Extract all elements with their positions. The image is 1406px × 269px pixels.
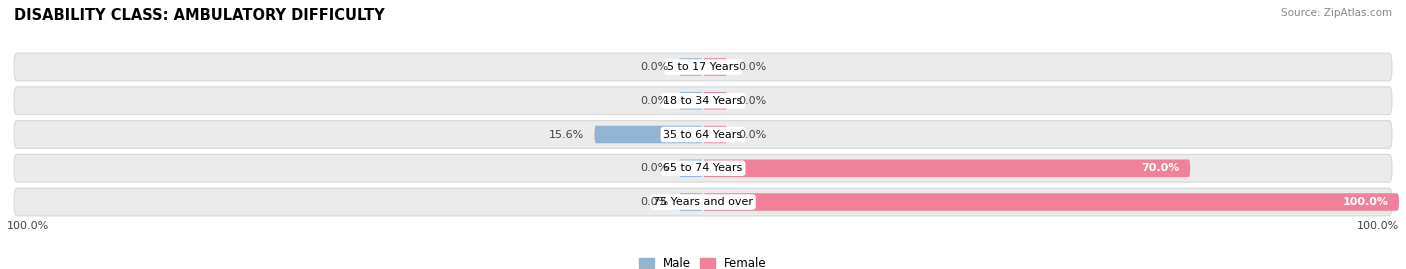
Text: 35 to 64 Years: 35 to 64 Years: [664, 129, 742, 140]
FancyBboxPatch shape: [703, 58, 727, 76]
FancyBboxPatch shape: [703, 193, 1399, 211]
FancyBboxPatch shape: [703, 160, 1191, 177]
Text: 0.0%: 0.0%: [738, 129, 766, 140]
Text: 0.0%: 0.0%: [640, 163, 668, 173]
Text: Source: ZipAtlas.com: Source: ZipAtlas.com: [1281, 8, 1392, 18]
FancyBboxPatch shape: [14, 87, 1392, 115]
FancyBboxPatch shape: [679, 193, 703, 211]
Text: 70.0%: 70.0%: [1142, 163, 1180, 173]
Text: 100.0%: 100.0%: [7, 221, 49, 231]
Text: 65 to 74 Years: 65 to 74 Years: [664, 163, 742, 173]
FancyBboxPatch shape: [14, 188, 1392, 216]
Text: 5 to 17 Years: 5 to 17 Years: [666, 62, 740, 72]
Text: 100.0%: 100.0%: [1357, 221, 1399, 231]
FancyBboxPatch shape: [14, 154, 1392, 182]
Legend: Male, Female: Male, Female: [640, 257, 766, 269]
FancyBboxPatch shape: [679, 92, 703, 109]
Text: 0.0%: 0.0%: [640, 96, 668, 106]
Text: 0.0%: 0.0%: [640, 62, 668, 72]
FancyBboxPatch shape: [14, 53, 1392, 81]
Text: 0.0%: 0.0%: [738, 62, 766, 72]
Text: 15.6%: 15.6%: [548, 129, 583, 140]
FancyBboxPatch shape: [14, 121, 1392, 148]
Text: 18 to 34 Years: 18 to 34 Years: [664, 96, 742, 106]
FancyBboxPatch shape: [679, 58, 703, 76]
FancyBboxPatch shape: [595, 126, 703, 143]
Text: 0.0%: 0.0%: [738, 96, 766, 106]
FancyBboxPatch shape: [679, 160, 703, 177]
FancyBboxPatch shape: [703, 92, 727, 109]
FancyBboxPatch shape: [703, 126, 727, 143]
Text: 0.0%: 0.0%: [640, 197, 668, 207]
Text: 100.0%: 100.0%: [1343, 197, 1389, 207]
Text: DISABILITY CLASS: AMBULATORY DIFFICULTY: DISABILITY CLASS: AMBULATORY DIFFICULTY: [14, 8, 385, 23]
Text: 75 Years and over: 75 Years and over: [652, 197, 754, 207]
